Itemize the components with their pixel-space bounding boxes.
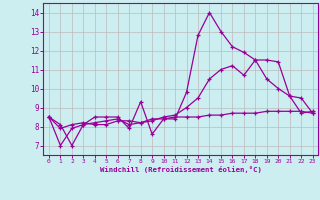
X-axis label: Windchill (Refroidissement éolien,°C): Windchill (Refroidissement éolien,°C) <box>100 166 262 173</box>
